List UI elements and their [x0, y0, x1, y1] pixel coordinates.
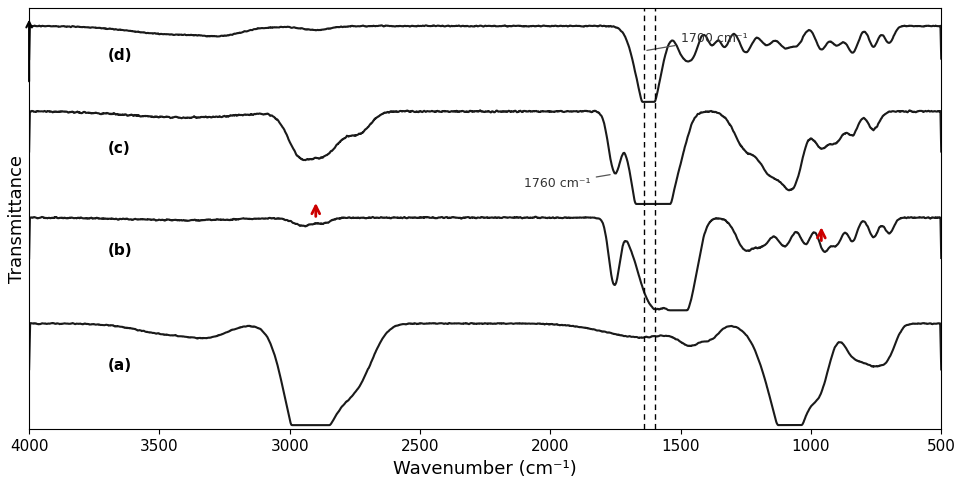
Text: (b): (b): [107, 243, 132, 258]
Text: 1760 cm⁻¹: 1760 cm⁻¹: [524, 174, 610, 190]
X-axis label: Wavenumber (cm⁻¹): Wavenumber (cm⁻¹): [393, 460, 577, 478]
Text: (c): (c): [107, 141, 130, 156]
Y-axis label: Transmittance: Transmittance: [9, 155, 26, 283]
Text: (a): (a): [107, 358, 131, 373]
Text: (d): (d): [107, 48, 132, 63]
Text: 1700 cm⁻¹: 1700 cm⁻¹: [647, 33, 747, 51]
